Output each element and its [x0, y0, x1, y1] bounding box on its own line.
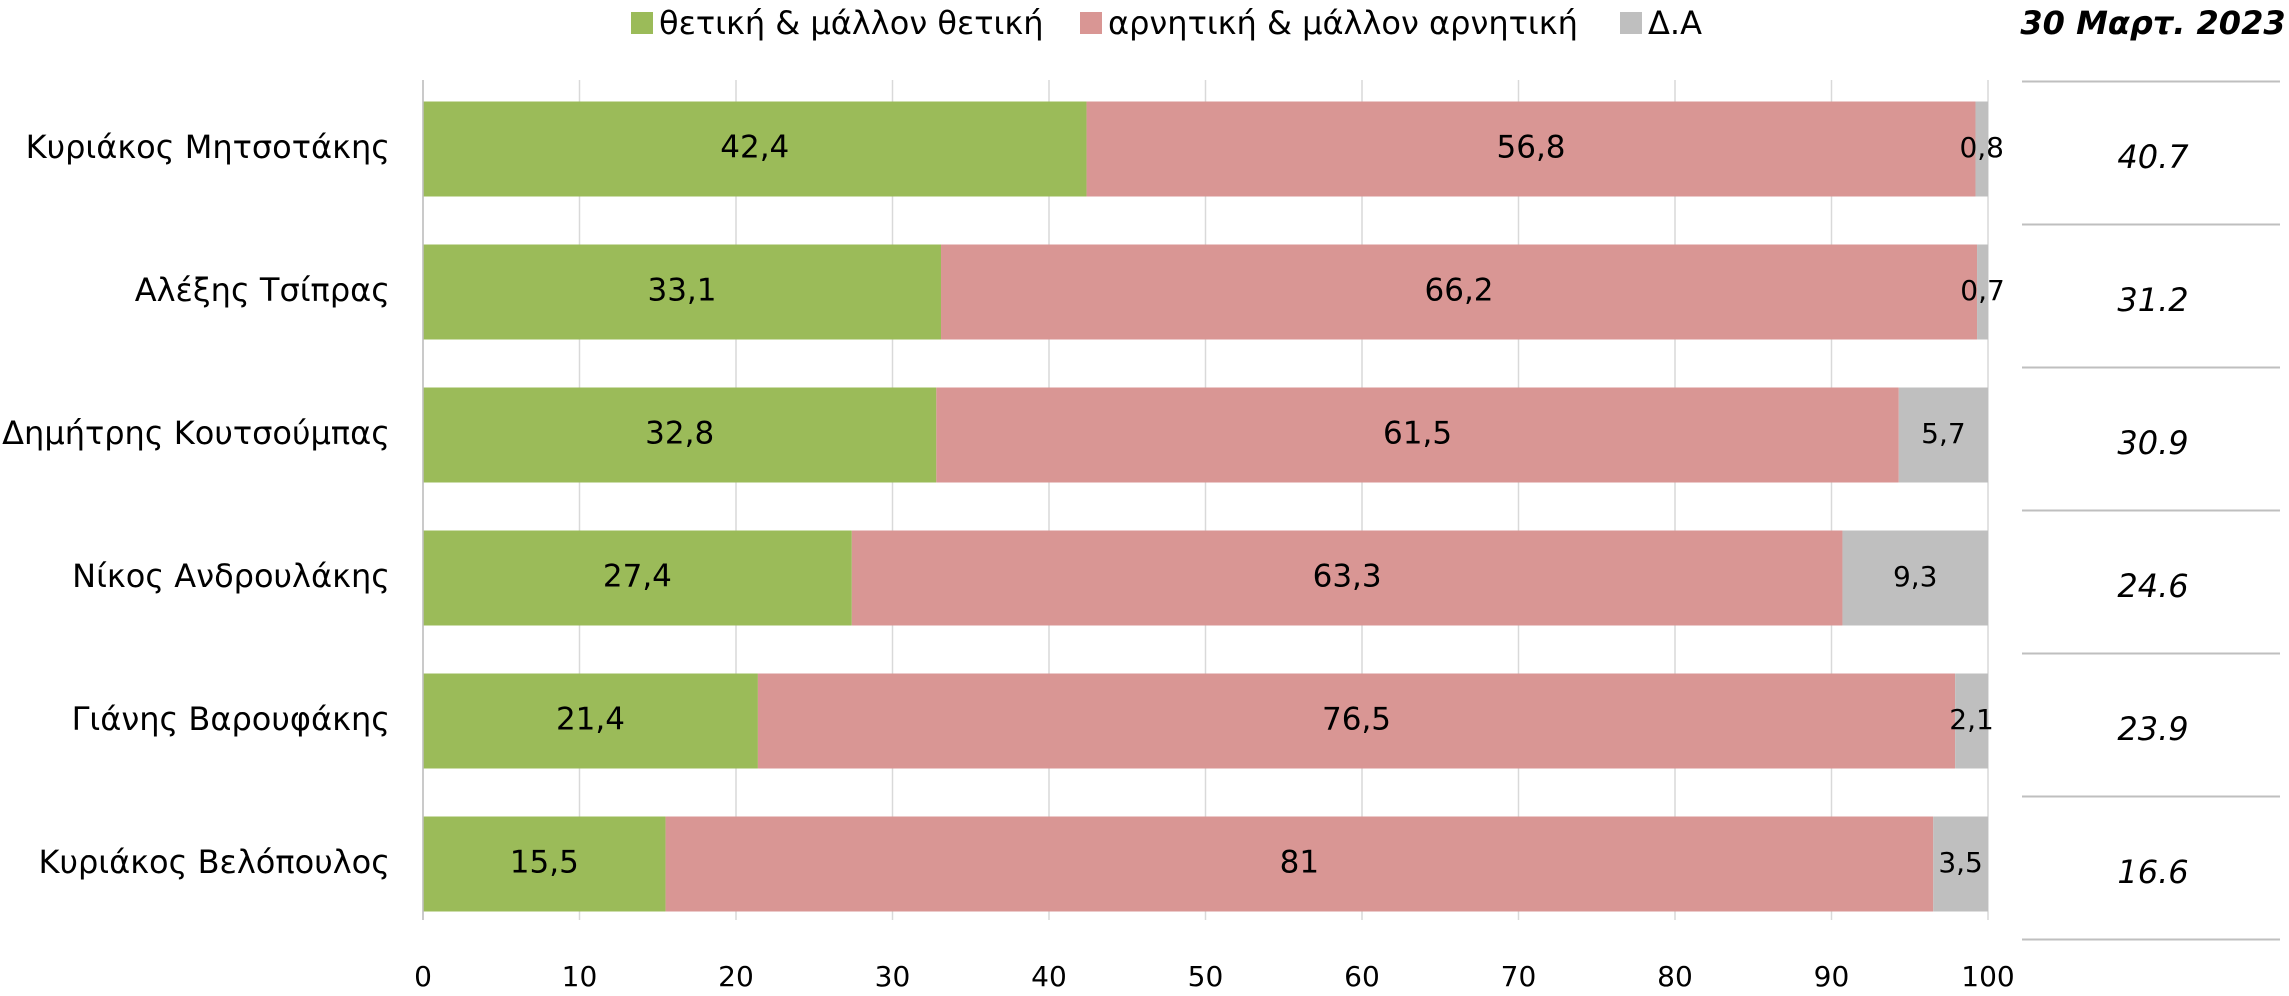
bar-segment — [1842, 530, 1988, 626]
data-label: 66,2 — [1425, 273, 1494, 309]
data-label: 9,3 — [1893, 560, 1938, 593]
data-label: 76,5 — [1322, 702, 1391, 738]
legend-swatch — [1620, 12, 1642, 34]
y-tick-label: Νίκος Ανδρουλάκης — [72, 557, 390, 595]
bar-segment — [1977, 244, 1988, 340]
data-label: 2,1 — [1949, 703, 1994, 736]
bar-segment — [1933, 816, 1988, 912]
bar-segment — [1898, 387, 1988, 483]
table-value: 16.6 — [2117, 853, 2188, 891]
data-label: 56,8 — [1497, 130, 1566, 166]
legend-swatch — [1080, 12, 1102, 34]
table-value: 31.2 — [2117, 281, 2188, 319]
legend-label: θετική & μάλλον θετική — [659, 4, 1043, 42]
y-tick-label: Δημήτρης Κουτσούμπας — [2, 414, 390, 452]
bar-segment — [757, 673, 1956, 769]
bar-segment — [941, 244, 1978, 340]
data-label: 0,8 — [1959, 131, 2004, 164]
x-tick-label: 10 — [562, 960, 598, 993]
table-value: 24.6 — [2117, 567, 2188, 605]
legend-label: Δ.Α — [1648, 4, 1702, 42]
table-title: 30 Μαρτ. 2023 — [2020, 4, 2285, 42]
data-label: 42,4 — [720, 130, 789, 166]
table-value: 40.7 — [2117, 138, 2189, 176]
table-value: 23.9 — [2117, 710, 2188, 748]
y-tick-label: Αλέξης Τσίπρας — [135, 271, 390, 309]
data-label: 5,7 — [1921, 417, 1966, 450]
data-label: 32,8 — [645, 416, 714, 452]
data-label: 61,5 — [1383, 416, 1452, 452]
legend-swatch — [631, 12, 653, 34]
bar-segment — [1975, 101, 1988, 197]
x-tick-label: 80 — [1657, 960, 1693, 993]
bar-segment — [1955, 673, 1988, 769]
x-tick-label: 70 — [1501, 960, 1537, 993]
bar-segment — [1086, 101, 1976, 197]
data-label: 63,3 — [1313, 559, 1382, 595]
x-tick-label: 50 — [1188, 960, 1224, 993]
x-tick-label: 60 — [1344, 960, 1380, 993]
bar-segment — [423, 101, 1087, 197]
bar-segment — [423, 244, 942, 340]
data-label: 15,5 — [510, 845, 579, 881]
table-value: 30.9 — [2117, 424, 2188, 462]
bar-segment — [423, 816, 666, 912]
bar-segment — [423, 387, 937, 483]
x-tick-label: 40 — [1031, 960, 1067, 993]
bar-segment — [665, 816, 1934, 912]
x-tick-label: 90 — [1814, 960, 1850, 993]
data-label: 81 — [1280, 845, 1319, 881]
legend-label: αρνητική & μάλλον αρνητική — [1108, 4, 1578, 42]
bar-segment — [936, 387, 1899, 483]
data-label: 27,4 — [603, 559, 672, 595]
bar-segment — [423, 530, 852, 626]
data-label: 0,7 — [1960, 274, 2005, 307]
y-tick-label: Γιάνης Βαρουφάκης — [72, 700, 390, 738]
bar-segment — [423, 673, 758, 769]
y-tick-label: Κυριάκος Μητσοτάκης — [26, 128, 390, 166]
x-tick-label: 100 — [1961, 960, 2014, 993]
data-label: 33,1 — [647, 273, 716, 309]
x-tick-label: 30 — [875, 960, 911, 993]
data-label: 21,4 — [556, 702, 625, 738]
bar-segment — [851, 530, 1843, 626]
x-tick-label: 20 — [718, 960, 754, 993]
x-tick-label: 0 — [414, 960, 432, 993]
y-tick-label: Κυριάκος Βελόπουλος — [38, 843, 390, 881]
data-label: 3,5 — [1938, 846, 1983, 879]
